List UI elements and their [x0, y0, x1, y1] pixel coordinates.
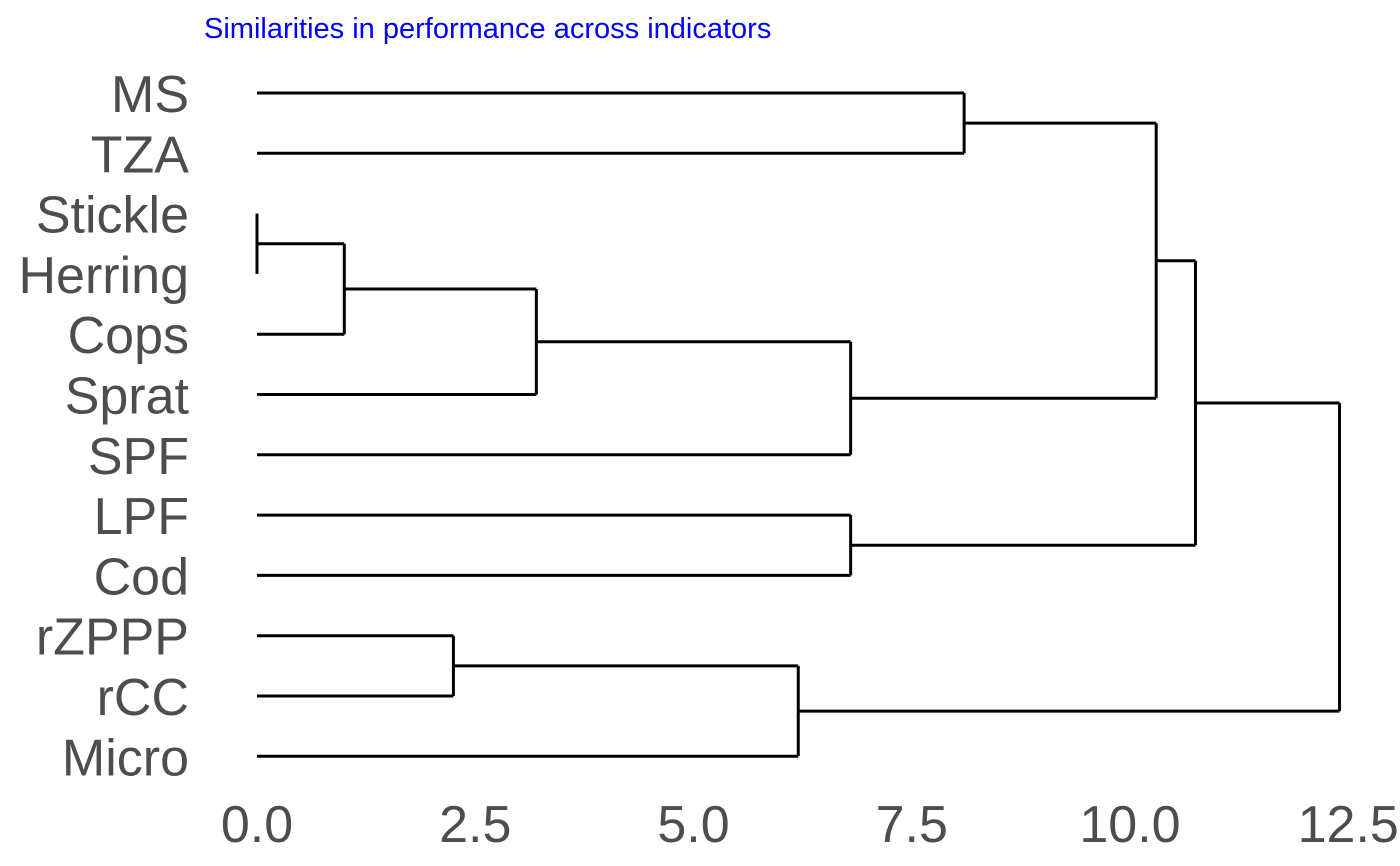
x-tick-label: 0.0: [221, 796, 293, 854]
leaf-label-rzppp: rZPPP: [36, 609, 189, 667]
leaf-labels: MSTZAStickleHerringCopsSpratSPFLPFCodrZP…: [19, 66, 190, 787]
x-tick-label: 12.5: [1298, 796, 1399, 854]
x-tick-label: 10.0: [1079, 796, 1180, 854]
leaf-label-cops: Cops: [68, 307, 189, 365]
x-tick-label: 7.5: [876, 796, 948, 854]
leaf-label-herring: Herring: [19, 247, 190, 305]
leaf-label-cod: Cod: [94, 548, 189, 606]
leaf-label-lpf: LPF: [94, 488, 189, 546]
x-axis: 0.0 2.5 5.0 7.5 10.0 12.5: [221, 796, 1399, 854]
leaf-label-sprat: Sprat: [65, 368, 190, 426]
leaf-label-micro: Micro: [62, 729, 189, 787]
x-tick-label: 5.0: [657, 796, 729, 854]
leaf-label-spf: SPF: [88, 428, 189, 486]
leaf-label-ms: MS: [111, 66, 189, 124]
x-tick-label: 2.5: [439, 796, 511, 854]
chart-title: Similarities in performance across indic…: [204, 13, 771, 45]
leaf-label-tza: TZA: [91, 126, 190, 184]
dendrogram-links: [255, 91, 1342, 758]
leaf-label-rcc: rCC: [97, 669, 189, 727]
leaf-label-stickle: Stickle: [36, 187, 189, 245]
